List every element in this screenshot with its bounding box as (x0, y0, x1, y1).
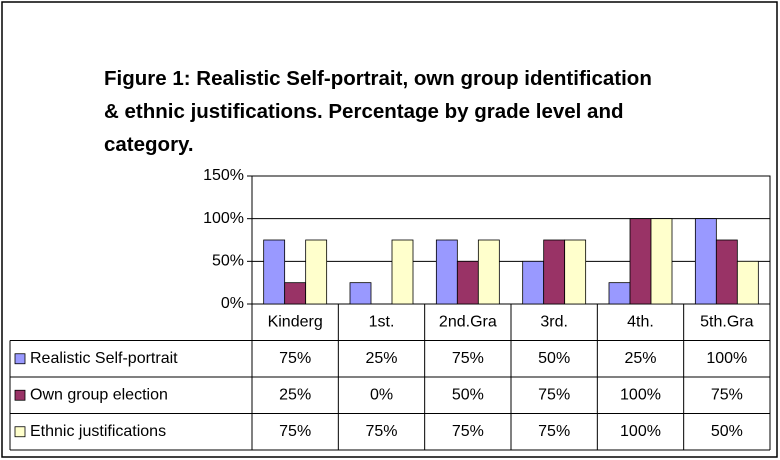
bar (629, 218, 652, 305)
legend-swatch (14, 353, 26, 365)
data-label: 25% (365, 350, 397, 367)
legend-label: Realistic Self-portrait (30, 350, 178, 367)
x-tick-label: 3rd. (540, 313, 568, 330)
x-tick-label: 4th. (627, 313, 654, 330)
legend-label: Own group election (30, 386, 168, 403)
x-tick-label: Kinderg (268, 313, 323, 330)
bar (456, 260, 479, 305)
data-label: 100% (706, 350, 747, 367)
data-label: 100% (620, 423, 661, 440)
bar (543, 239, 566, 305)
data-label: 75% (711, 386, 743, 403)
data-label: 50% (711, 423, 743, 440)
data-label: 25% (279, 386, 311, 403)
legend-label: Ethnic justifications (30, 423, 166, 440)
data-label: 75% (452, 350, 484, 367)
bar (650, 218, 673, 305)
data-label: 75% (538, 386, 570, 403)
bar (263, 239, 286, 305)
data-label: 100% (620, 386, 661, 403)
y-tick-label: 0% (221, 295, 244, 312)
bar (477, 239, 500, 305)
bar (522, 260, 545, 305)
data-label: 25% (624, 350, 656, 367)
data-label: 75% (452, 423, 484, 440)
x-tick-label: 1st. (369, 313, 395, 330)
y-tick-label: 150% (203, 167, 244, 184)
bar (736, 260, 759, 305)
data-label: 50% (538, 350, 570, 367)
chart-title: Figure 1: Realistic Self-portrait, own g… (104, 67, 652, 156)
legend-swatch (14, 389, 26, 401)
y-tick-label: 100% (203, 210, 244, 227)
x-tick-label: 5th.Gra (700, 313, 753, 330)
bar (435, 239, 458, 305)
data-label: 0% (370, 386, 393, 403)
data-label: 75% (538, 423, 570, 440)
bar (349, 282, 372, 305)
bar (715, 239, 738, 305)
data-label: 50% (452, 386, 484, 403)
bar (305, 239, 328, 305)
data-label: 75% (279, 350, 311, 367)
data-label: 75% (279, 423, 311, 440)
bar (694, 218, 717, 305)
bar (608, 282, 631, 305)
y-tick-label: 50% (212, 253, 244, 270)
legend-swatch (14, 426, 26, 438)
bar (564, 239, 587, 305)
bar (391, 239, 414, 305)
bar (284, 282, 307, 305)
x-tick-label: 2nd.Gra (439, 313, 497, 330)
data-label: 75% (365, 423, 397, 440)
